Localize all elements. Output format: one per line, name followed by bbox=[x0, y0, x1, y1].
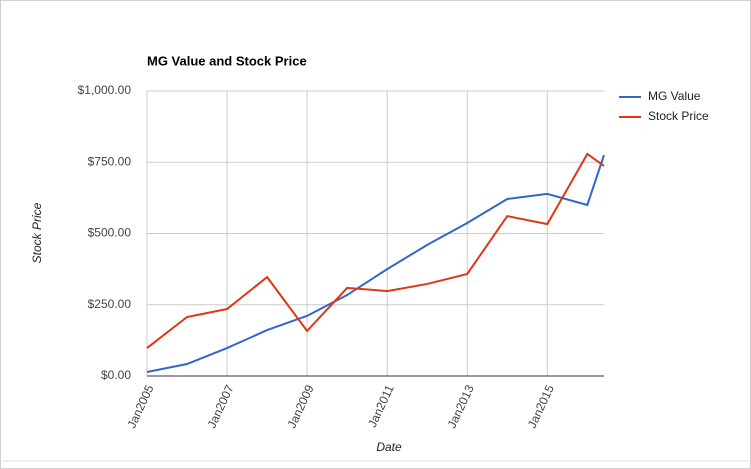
legend-label: Stock Price bbox=[648, 109, 709, 123]
y-axis-label: Stock Price bbox=[30, 202, 44, 263]
y-tick-label: $500.00 bbox=[88, 226, 132, 240]
y-tick-label: $0.00 bbox=[101, 368, 131, 382]
x-axis-label: Date bbox=[376, 440, 402, 454]
y-tick-label: $1,000.00 bbox=[78, 83, 132, 97]
series-line bbox=[146, 154, 605, 373]
y-tick-label: $250.00 bbox=[88, 297, 132, 311]
series-line bbox=[146, 152, 605, 349]
legend-label: MG Value bbox=[648, 89, 701, 103]
chart-title: MG Value and Stock Price bbox=[147, 53, 307, 68]
y-tick-label: $750.00 bbox=[88, 154, 132, 168]
